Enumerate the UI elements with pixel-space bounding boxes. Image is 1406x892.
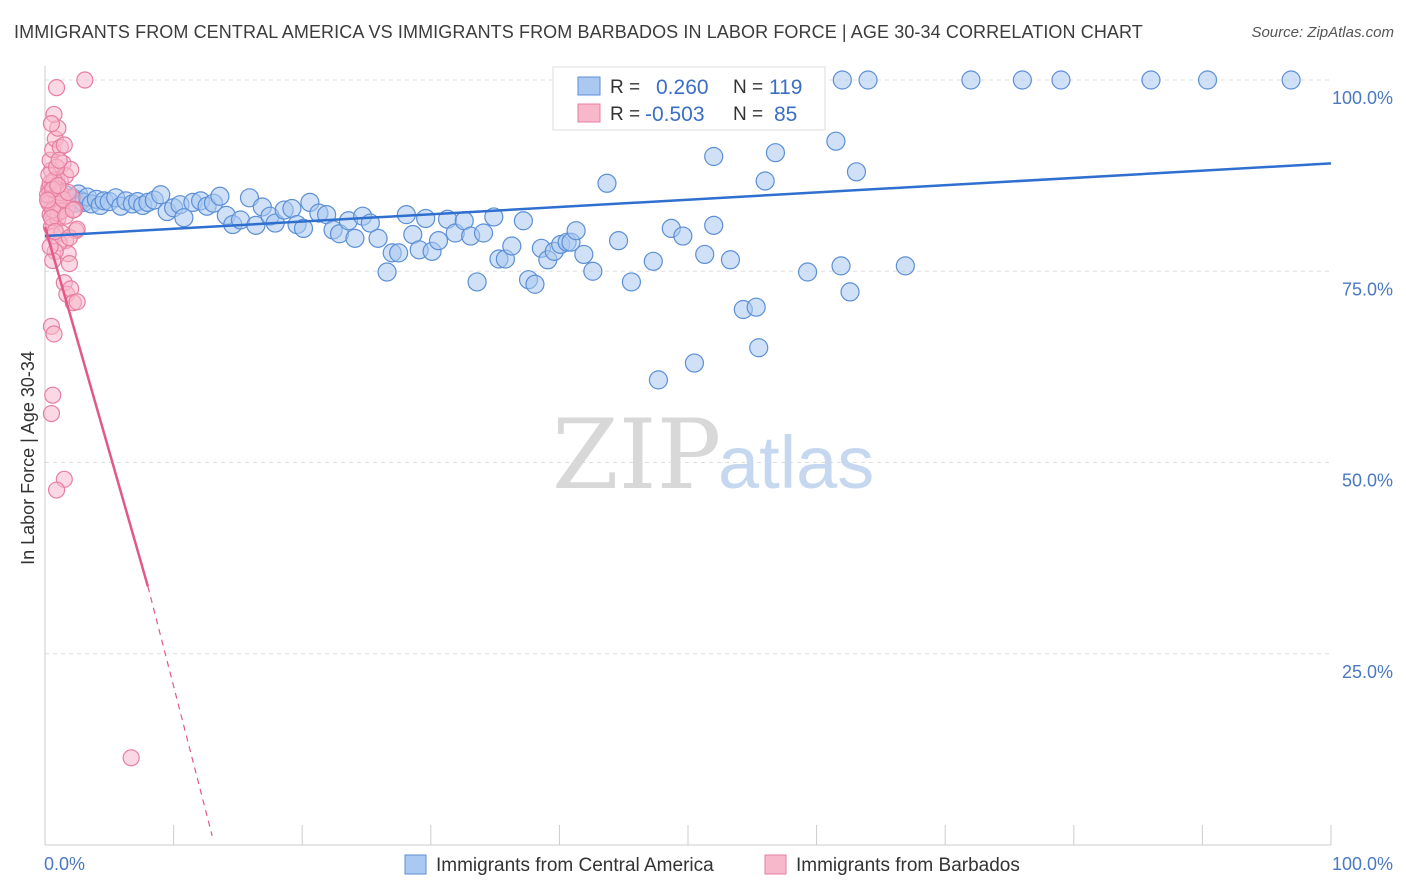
point-barbados-78 — [64, 201, 82, 219]
point-central-america-96 — [720, 250, 741, 270]
watermark-zip: ZIP — [552, 399, 721, 511]
stats-n-value-pink: 85 — [774, 103, 797, 126]
point-barbados-34 — [60, 255, 79, 273]
series-barbados-points — [38, 71, 140, 767]
point-central-america-102 — [840, 282, 860, 302]
point-central-america-89 — [583, 261, 603, 281]
point-central-america-67 — [428, 231, 449, 251]
point-barbados-47 — [47, 79, 66, 97]
point-central-america-27 — [151, 185, 171, 205]
point-barbados-84 — [49, 176, 67, 195]
legend-swatch-central-america — [404, 854, 427, 875]
point-central-america-108 — [704, 146, 724, 167]
point-central-america-90 — [643, 251, 663, 271]
point-barbados-74 — [50, 151, 68, 169]
point-central-america-109 — [755, 171, 775, 191]
point-central-america-78 — [513, 211, 533, 231]
point-central-america-59 — [377, 262, 397, 282]
point-central-america-104 — [608, 231, 629, 251]
point-central-america-58 — [368, 228, 388, 248]
stats-n-label-pink: N = — [733, 104, 763, 125]
point-central-america-122 — [1012, 70, 1032, 90]
series-legend: Immigrants from Central America Immigran… — [404, 854, 1020, 876]
point-central-america-48 — [293, 218, 314, 239]
point-central-america-36 — [210, 186, 230, 206]
y-axis-title: In Labor Force | Age 30-34 — [18, 351, 38, 565]
y-tick-label-1: 50.0% — [1342, 471, 1393, 491]
trend-lines — [43, 162, 1332, 836]
point-central-america-73 — [473, 223, 494, 243]
point-barbados-51 — [44, 386, 62, 404]
point-central-america-119 — [765, 143, 786, 163]
x-tick-label-1: 100.0% — [1332, 854, 1393, 874]
point-barbados-48 — [76, 71, 94, 89]
tick-labels: 25.0% 50.0% 75.0% 100.0% 0.0% 100.0% — [44, 88, 1393, 874]
stats-r-value-pink: -0.503 — [645, 103, 705, 126]
point-barbados-50 — [45, 325, 63, 343]
point-barbados-55 — [122, 749, 140, 767]
point-central-america-31 — [174, 208, 194, 228]
stats-legend-swatch-pink — [577, 103, 601, 123]
point-central-america-106 — [648, 370, 669, 390]
point-central-america-65 — [416, 208, 436, 229]
stats-r-label-pink: R = — [610, 104, 640, 125]
stats-r-label-blue: R = — [610, 77, 640, 98]
point-central-america-103 — [895, 256, 915, 276]
legend-label-barbados: Immigrants from Barbados — [796, 855, 1020, 876]
stats-legend-swatch-blue — [577, 76, 601, 96]
chart-title: IMMIGRANTS FROM CENTRAL AMERICA VS IMMIG… — [14, 22, 1143, 42]
chart-source: Source: ZipAtlas.com — [1251, 24, 1394, 41]
y-tick-label-2: 75.0% — [1342, 279, 1393, 299]
point-barbados-54 — [47, 481, 66, 499]
point-central-america-116 — [1197, 70, 1218, 90]
legend-swatch-barbados — [764, 854, 787, 875]
stats-n-value-blue: 119 — [769, 76, 802, 99]
point-central-america-77 — [502, 236, 522, 256]
watermark: ZIP atlas — [552, 399, 874, 511]
point-central-america-99 — [746, 297, 766, 317]
point-central-america-72 — [467, 272, 487, 292]
point-central-america-115 — [1141, 70, 1161, 90]
x-tick-label-0: 0.0% — [44, 854, 85, 874]
point-central-america-93 — [695, 244, 715, 265]
point-barbados-46 — [68, 293, 86, 311]
point-barbados-52 — [42, 404, 61, 423]
watermark-atlas: atlas — [718, 421, 874, 504]
point-central-america-91 — [621, 272, 642, 292]
point-central-america-87 — [566, 221, 586, 241]
point-central-america-121 — [846, 162, 867, 182]
point-barbados-75 — [55, 136, 73, 154]
point-central-america-88 — [574, 244, 594, 265]
point-central-america-113 — [961, 70, 981, 90]
legend-label-central-america: Immigrants from Central America — [436, 855, 714, 876]
point-central-america-105 — [749, 338, 769, 358]
point-barbados-27 — [42, 115, 61, 133]
point-central-america-61 — [389, 243, 409, 263]
point-barbados-83 — [38, 191, 57, 209]
point-central-america-100 — [797, 262, 818, 282]
point-central-america-120 — [826, 131, 846, 151]
point-central-america-94 — [704, 215, 724, 235]
point-central-america-74 — [484, 207, 504, 227]
point-central-america-55 — [345, 228, 365, 248]
y-tick-label-3: 100.0% — [1332, 88, 1393, 108]
trend-line-central-america — [44, 162, 1332, 238]
point-central-america-111 — [832, 70, 852, 90]
point-central-america-46 — [282, 198, 302, 219]
point-central-america-124 — [597, 173, 617, 193]
point-central-america-101 — [831, 256, 851, 276]
point-central-america-80 — [525, 274, 545, 294]
point-central-america-114 — [1051, 70, 1071, 90]
stats-r-value-blue: 0.260 — [656, 76, 709, 99]
point-central-america-95 — [673, 226, 693, 246]
point-central-america-117 — [1281, 70, 1301, 90]
stats-legend: R = 0.260 N = 119 R = -0.503 N = 85 — [552, 66, 826, 131]
point-central-america-107 — [684, 353, 705, 373]
trend-line-barbados-extension — [147, 586, 213, 836]
trend-line-barbados — [43, 226, 150, 587]
point-central-america-112 — [858, 70, 878, 90]
stats-n-label-blue: N = — [733, 77, 763, 98]
y-tick-label-0: 25.0% — [1342, 662, 1393, 682]
